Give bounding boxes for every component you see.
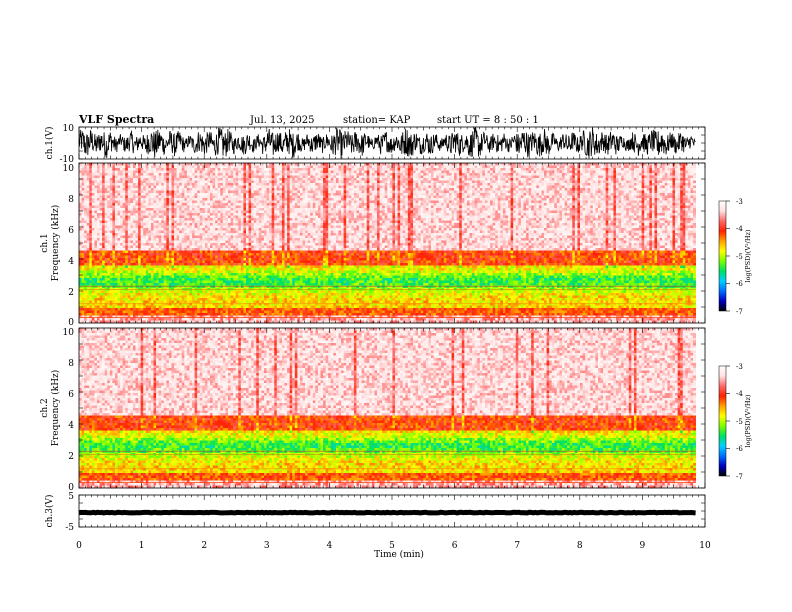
time-tick-4: 4 [327,541,333,551]
ch2-freq-tick-6: 6 [68,390,74,400]
ch3-waveform-panel: 5 -5 ch.3(V) [44,492,706,533]
ch3-waveform-tickmarks [78,494,706,528]
cb1-tick-m5: -5 [736,253,743,261]
ch1-freq-tick-4: 4 [68,257,74,267]
ch1-freq-tick-6: 6 [68,226,74,236]
ch2-spectrogram-image [79,328,697,489]
ch1-freq-tick-0: 0 [68,318,74,328]
cb2-label: log(PSD)(V²/Hz) [744,394,752,447]
cb2-tick-m4: -4 [736,390,743,398]
ch1-spectrogram-image [79,163,697,324]
time-tick-3: 3 [264,541,270,551]
ch1-waveform-tickmarks [78,126,706,160]
ch1-spectrogram-panel: 0 2 4 6 8 10 ch.1Frequency (kHz) [40,162,706,328]
figure-title: VLF Spectra [78,113,154,126]
cb1-tick-m4: -4 [736,225,743,233]
ch2-colorbar-tickmarks [726,365,730,477]
start-time-label: start UT = 8 : 50 : 1 [437,115,539,126]
ch2-freq-tick-4: 4 [68,421,74,431]
ch1-waveform-panel: 10 -10 ch.1(V) [44,124,706,165]
ch2-freq-tick-8: 8 [68,359,74,369]
ch1-waveform-ylabel: ch.1(V) [44,127,55,160]
date-label: Jul. 13, 2025 [249,115,315,126]
time-tick-0: 0 [76,541,82,551]
ch3-waveform-trace [78,509,696,516]
ch2-spectrogram-panel: 0 2 4 6 8 10 ch.2Frequency (kHz) [40,327,706,493]
ch3-ytick-bottom: -5 [65,523,74,533]
ch2-freq-tick-10: 10 [63,328,75,338]
ch1-ytick-top: 10 [63,124,75,134]
time-tick-1: 1 [139,541,145,551]
cb2-tick-m5: -5 [736,418,743,426]
time-axis-label: Time (min) [374,549,424,560]
cb1-label: log(PSD)(V²/Hz) [744,229,752,282]
cb2-tick-m3: -3 [736,363,743,371]
time-tick-9: 9 [640,541,646,551]
ch2-spectrogram-yticks: 0 2 4 6 8 10 [63,328,75,493]
station-label: station= KAP [343,115,411,126]
ch2-spectrogram-ylabel: ch.2Frequency (kHz) [40,370,61,447]
cb1-tick-m7: -7 [736,308,743,316]
cb2-tick-m6: -6 [736,445,743,453]
ch1-spectrogram-tickmarks [78,162,706,324]
ch1-spectrogram-yticks: 0 2 4 6 8 10 [63,164,75,328]
cb2-tick-m7: -7 [736,473,743,481]
ch1-ytick-bottom: -10 [60,155,75,165]
ch1-spectrogram-ylabel: ch.1Frequency (kHz) [40,205,61,282]
ch1-freq-tick-10: 10 [63,164,75,174]
ch1-freq-tick-8: 8 [68,195,74,205]
cb1-tick-m6: -6 [736,280,743,288]
time-tick-6: 6 [452,541,458,551]
time-tick-8: 8 [577,541,583,551]
ch2-colorbar: -3 -4 -5 -6 -7 log(PSD)(V²/Hz) [718,363,752,481]
ch3-ytick-top: 5 [68,492,74,502]
ch1-freq-tick-2: 2 [68,288,74,298]
time-tick-10: 10 [699,541,711,551]
ch2-freq-tick-2: 2 [68,452,74,462]
ch1-waveform-trace [78,127,696,159]
time-axis-ticks: 0 1 2 3 4 5 6 7 8 9 10 [76,541,711,551]
time-tick-7: 7 [514,541,520,551]
time-tick-2: 2 [201,541,207,551]
cb1-tick-m3: -3 [736,198,743,206]
ch2-freq-tick-0: 0 [68,483,74,493]
ch1-colorbar-tickmarks [726,200,730,312]
ch1-colorbar: -3 -4 -5 -6 -7 log(PSD)(V²/Hz) [718,198,752,316]
ch3-waveform-ylabel: ch.3(V) [44,495,55,528]
time-tick-5: 5 [389,541,395,551]
ch2-spectrogram-tickmarks [78,327,706,489]
